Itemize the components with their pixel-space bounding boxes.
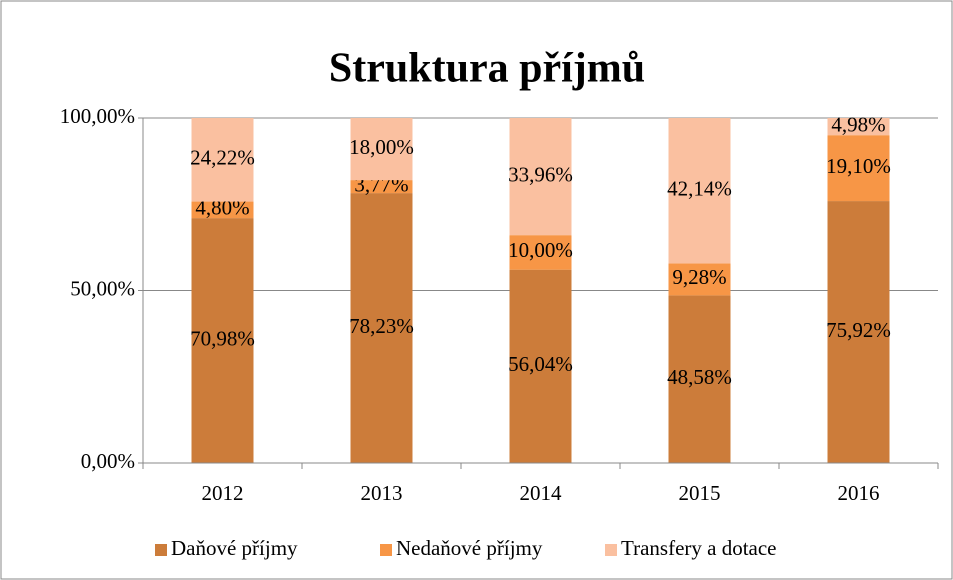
- x-tick-label: 2012: [202, 481, 244, 505]
- bar-segment: [509, 118, 572, 236]
- bar-segment: [668, 295, 731, 463]
- data-label: 24,22%: [190, 146, 255, 170]
- data-label: 18,00%: [349, 135, 414, 159]
- data-label: 9,28%: [672, 265, 726, 289]
- bar-segment: [191, 201, 254, 219]
- legend-swatch: [380, 544, 392, 556]
- y-tick-label: 50,00%: [70, 276, 135, 300]
- x-tick-label: 2016: [838, 481, 880, 505]
- data-label: 48,58%: [667, 365, 732, 389]
- legend-label: Daňové příjmy: [171, 536, 298, 560]
- legend-swatch: [605, 544, 617, 556]
- x-tick-label: 2013: [361, 481, 403, 505]
- bar-segment: [191, 218, 254, 463]
- data-label: 42,14%: [667, 177, 732, 201]
- bar-segment: [191, 118, 254, 202]
- data-label: 4,98%: [831, 112, 885, 136]
- data-label: 70,98%: [190, 326, 255, 350]
- x-tick-label: 2015: [679, 481, 721, 505]
- y-tick-label: 0,00%: [81, 449, 135, 473]
- legend-label: Nedaňové příjmy: [396, 536, 543, 560]
- legend-swatch: [155, 544, 167, 556]
- data-label: 33,96%: [508, 162, 573, 186]
- bar-segment: [827, 201, 890, 464]
- bar-segment: [509, 235, 572, 270]
- legend-label: Transfery a dotace: [621, 536, 777, 560]
- data-label: 56,04%: [508, 352, 573, 376]
- data-label: 75,92%: [826, 318, 891, 342]
- data-label: 19,10%: [826, 154, 891, 178]
- y-tick-label: 100,00%: [60, 104, 135, 128]
- bar-segment: [350, 118, 413, 181]
- x-tick-label: 2014: [520, 481, 563, 505]
- data-label: 78,23%: [349, 314, 414, 338]
- bar-segment: [827, 135, 890, 202]
- bar-segment: [350, 180, 413, 194]
- bar-segment: [668, 118, 731, 264]
- bar-segment: [509, 269, 572, 463]
- chart-title: Struktura příjmů: [329, 46, 645, 92]
- bar-segment: [827, 118, 890, 136]
- bar-segment: [668, 263, 731, 296]
- data-label: 10,00%: [508, 238, 573, 262]
- bar-segment: [350, 193, 413, 463]
